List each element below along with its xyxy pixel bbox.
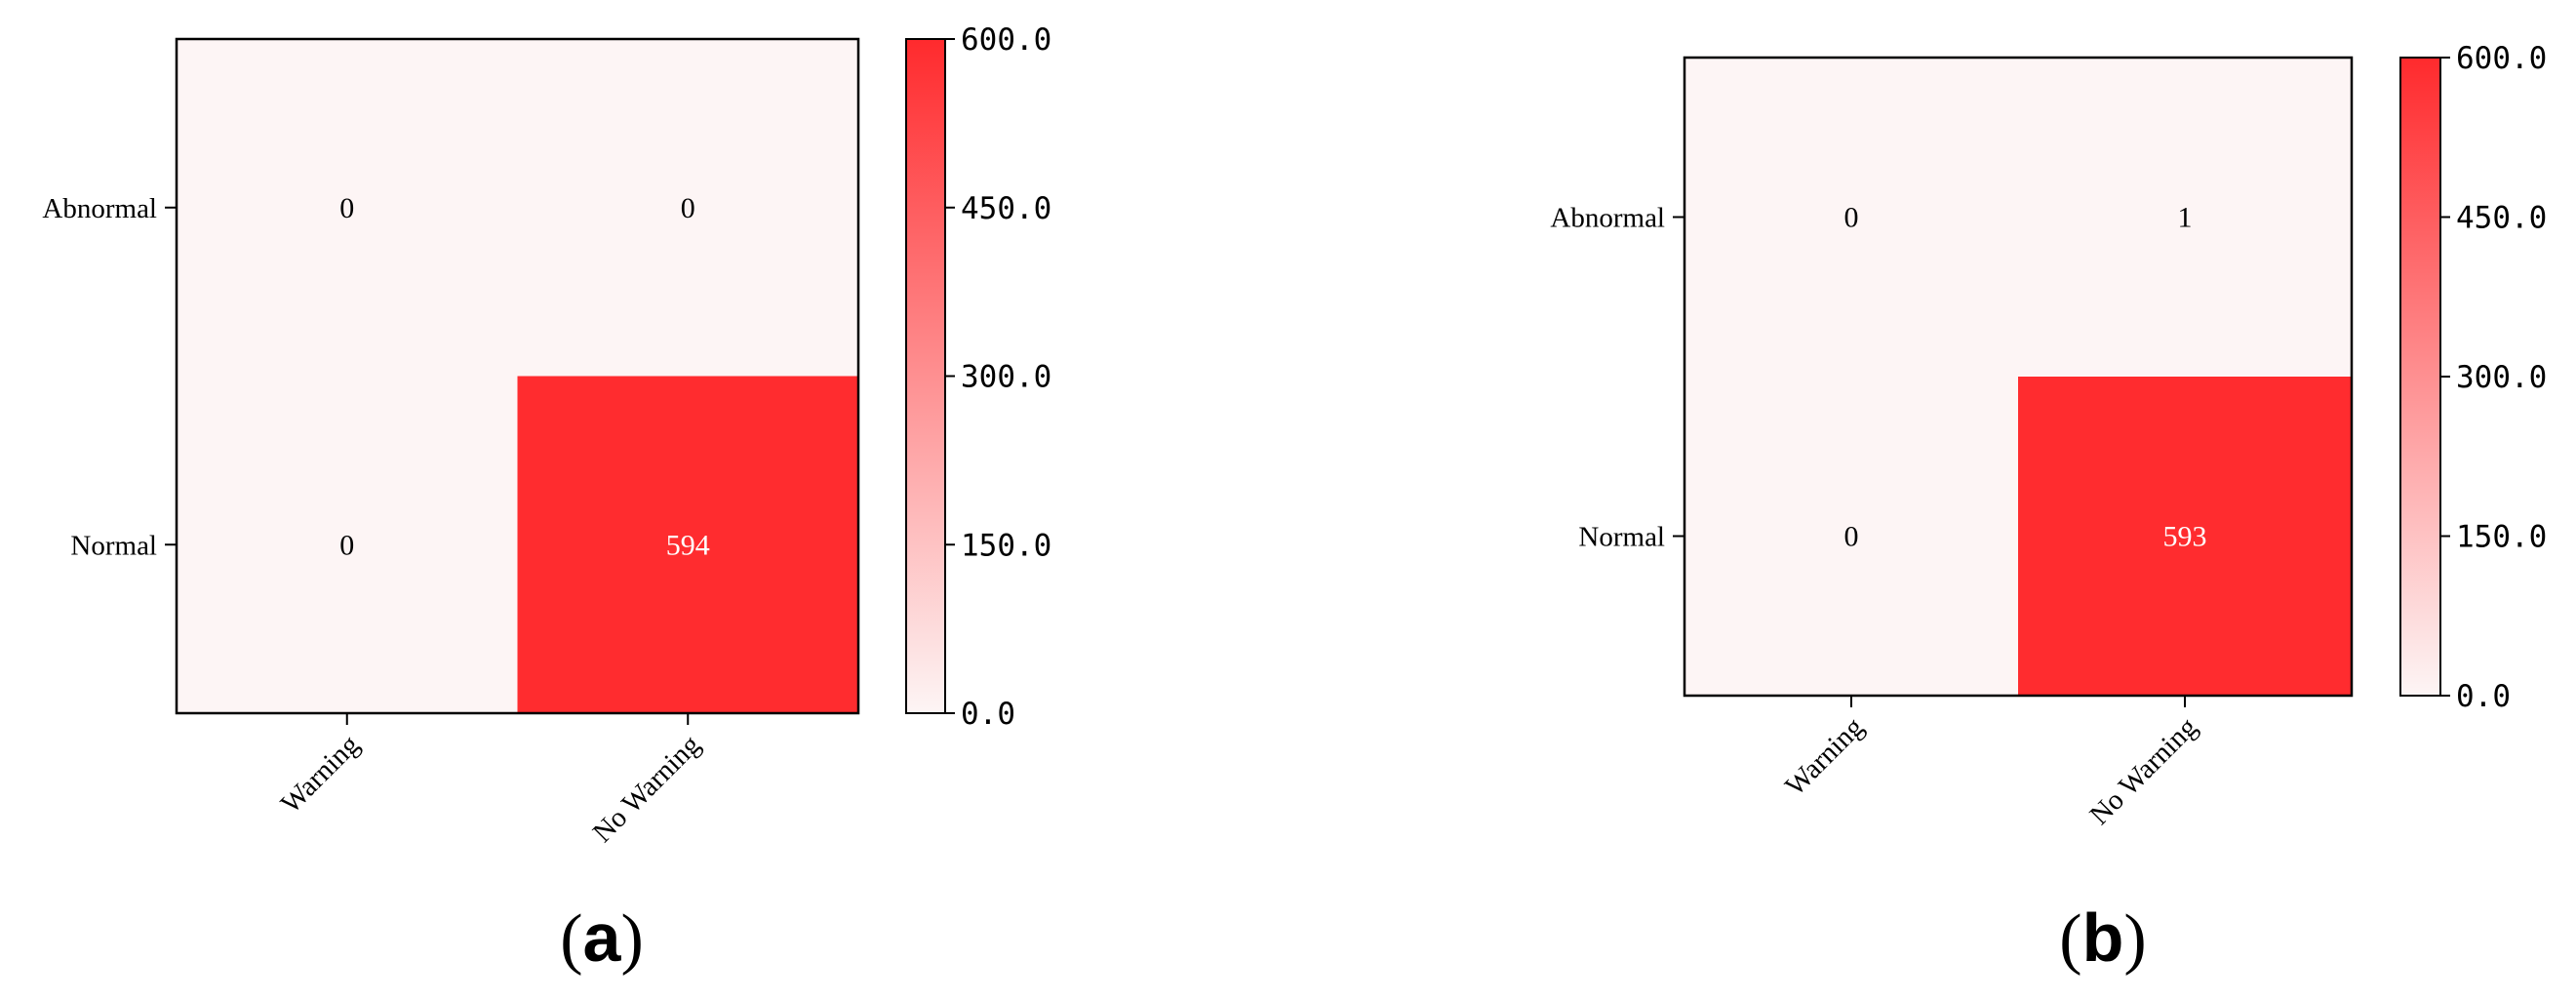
- heatmap-cell: [517, 39, 858, 377]
- colorbar-tick-label: 450.0: [961, 191, 1051, 226]
- colorbar-tick-label: 0.0: [961, 697, 1015, 732]
- heatmap-cell: [177, 39, 518, 377]
- heatmap-panel-b: 0 1 0 593 Abnormal Normal Warning No Warning 0.0…: [1550, 41, 2547, 977]
- cell-value-label: 0: [339, 529, 354, 561]
- colorbar: [2399, 57, 2441, 697]
- cell-value-label: 0: [681, 192, 695, 224]
- cell-value-label: 1: [2178, 202, 2193, 234]
- cell-value-label: 0: [339, 192, 354, 224]
- colorbar-tick-label: 0.0: [2456, 679, 2511, 714]
- heatmap-cell: [1684, 58, 2018, 377]
- heatmap-cell: [1684, 377, 2018, 696]
- y-tick-label: Abnormal: [1550, 203, 1665, 234]
- x-tick-label: No Warning: [2083, 711, 2203, 831]
- colorbar: [905, 38, 946, 714]
- x-tick-label: Warning: [275, 729, 366, 820]
- colorbar-tick-label: 300.0: [961, 360, 1051, 395]
- cell-value-label: 0: [1844, 521, 1859, 553]
- heatmap-frame: [175, 37, 860, 715]
- heatmap-frame: [1683, 56, 2354, 698]
- colorbar-tick-label: 600.0: [961, 22, 1051, 58]
- cell-value-label: 594: [666, 529, 710, 561]
- cell-value-label: 593: [2163, 521, 2207, 553]
- heatmap-panel-a: 0 0 0 594 Abnormal Normal Warning No Warning 0.0…: [42, 22, 1051, 977]
- x-tick-label: Warning: [1779, 711, 1870, 802]
- y-tick-label: Normal: [70, 530, 157, 561]
- x-tick-label: No Warning: [587, 729, 707, 849]
- heatmap-cell: [2018, 58, 2352, 377]
- cell-value-label: 0: [1844, 202, 1859, 234]
- colorbar-tick-label: 150.0: [2456, 520, 2547, 555]
- colorbar-tick-label: 300.0: [2456, 360, 2547, 395]
- heatmap-cell: [177, 376, 518, 713]
- heatmap-cell: [517, 376, 858, 713]
- y-tick-label: Normal: [1578, 522, 1665, 553]
- panel-label: (a): [560, 900, 644, 977]
- colorbar-tick-label: 150.0: [961, 528, 1051, 563]
- y-tick-label: Abnormal: [42, 193, 157, 224]
- colorbar-tick-label: 450.0: [2456, 201, 2547, 236]
- colorbar-tick-label: 600.0: [2456, 41, 2547, 76]
- panel-label: (b): [2059, 900, 2146, 977]
- heatmap-cell: [2018, 377, 2352, 696]
